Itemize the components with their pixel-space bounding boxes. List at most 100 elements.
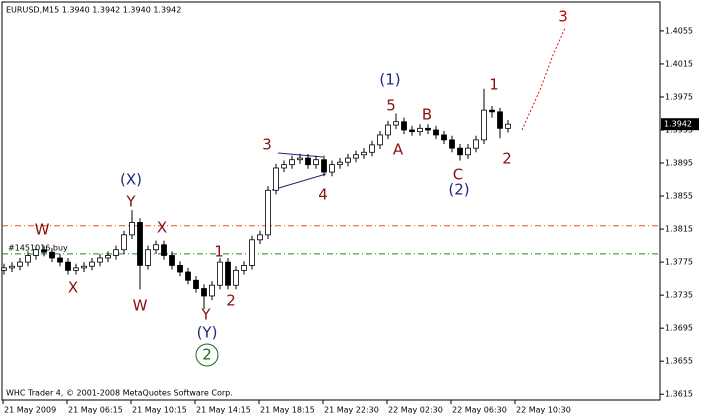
candle-body <box>1 267 7 271</box>
wave-label: C <box>453 166 463 184</box>
candle-body <box>377 134 383 146</box>
candle-body <box>337 161 343 166</box>
candle-body <box>457 147 463 156</box>
candle-body <box>273 167 279 191</box>
candle-body <box>153 244 159 251</box>
candle-body <box>185 271 191 281</box>
candle-body <box>249 239 255 266</box>
level-label: #1451016 buy <box>8 243 68 252</box>
candle-body <box>321 159 327 173</box>
candle-body <box>81 265 87 269</box>
y-tick-label: 1.3975 <box>665 92 693 101</box>
candle-body <box>449 139 455 149</box>
candle-body <box>417 127 423 133</box>
x-tick-label: 21 May 10:15 <box>132 406 187 415</box>
wave-label: A <box>393 141 404 159</box>
wave-label: 5 <box>386 97 396 115</box>
candle-body <box>265 189 271 236</box>
candle-body <box>33 249 39 256</box>
wave-label: 4 <box>318 186 328 204</box>
wave-label: 2 <box>202 346 212 364</box>
candle-body <box>9 265 15 269</box>
wave-label: (Y) <box>197 324 218 342</box>
wave-label: 3 <box>558 8 568 26</box>
candle-body <box>369 144 375 153</box>
candle-body <box>73 267 79 271</box>
candle-body <box>209 284 215 297</box>
wave-label: W <box>133 297 148 315</box>
projection <box>521 27 566 131</box>
candle-body <box>305 157 311 166</box>
candle-body <box>41 249 47 253</box>
candle-body <box>289 159 295 166</box>
candle-body <box>233 269 239 286</box>
price-tag-label: 1.3942 <box>664 120 692 129</box>
candle-body <box>193 279 199 289</box>
candle-body <box>177 265 183 273</box>
y-tick-label: 1.3855 <box>665 192 693 201</box>
candle-body <box>489 109 495 113</box>
candle-body <box>385 124 391 136</box>
candle-body <box>65 261 71 271</box>
wave-label: W <box>35 221 50 239</box>
candle-body <box>441 134 447 141</box>
candle-body <box>313 159 319 166</box>
wave-circle <box>195 343 219 367</box>
wave-label: 2 <box>502 150 512 168</box>
price-tag <box>661 118 699 131</box>
y-tick-label: 1.3695 <box>665 324 693 333</box>
x-tick-label: 22 May 10:30 <box>516 406 571 415</box>
candle-body <box>137 222 143 266</box>
wave-label: B <box>422 106 432 124</box>
candle-body <box>497 111 503 129</box>
candle-body <box>113 249 119 256</box>
candle-body <box>169 255 175 266</box>
candle-body <box>345 157 351 163</box>
y-tick-label: 1.3615 <box>665 390 693 399</box>
y-tick-label: 1.3895 <box>665 159 693 168</box>
candle-body <box>281 164 287 169</box>
candle-body <box>401 121 407 131</box>
candle-body <box>425 127 431 131</box>
candle-body <box>201 288 207 297</box>
candle-body <box>257 234 263 241</box>
y-tick-label: 1.3655 <box>665 357 693 366</box>
candle-body <box>49 251 55 259</box>
x-tick-label: 21 May 18:15 <box>260 406 315 415</box>
candle-body <box>473 139 479 149</box>
wave-label: X <box>68 279 78 297</box>
wave-label: (X) <box>120 171 142 189</box>
wave-label: Y <box>125 193 136 211</box>
candle-body <box>121 234 127 251</box>
wave-label: (2) <box>448 181 469 199</box>
x-tick-label: 22 May 02:30 <box>388 406 443 415</box>
candle-body <box>329 164 335 173</box>
candle-body <box>217 261 223 286</box>
candle-body <box>481 109 487 141</box>
candle-body <box>465 147 471 156</box>
wave-label: X <box>157 219 167 237</box>
footer: WHC Trader 4, © 2001-2008 MetaQuotes Sof… <box>6 389 233 398</box>
x-tick-label: 21 May 06:15 <box>68 406 123 415</box>
y-tick-label: 1.3815 <box>665 225 693 234</box>
wave-label: (1) <box>379 71 400 89</box>
candle-body <box>393 121 399 126</box>
x-tick-label: 21 May 2009 <box>4 406 56 415</box>
candle-body <box>353 154 359 159</box>
candle-body <box>161 244 167 256</box>
candle-body <box>505 123 511 129</box>
x-tick-label: 21 May 14:15 <box>196 406 251 415</box>
y-tick-label: 1.3775 <box>665 258 693 267</box>
candle-body <box>361 151 367 156</box>
x-tick-label: 22 May 06:30 <box>452 406 507 415</box>
candle-body <box>433 129 439 136</box>
wave-label: 3 <box>262 136 272 154</box>
chart-title: EURUSD,M15 1.3940 1.3942 1.3940 1.3942 <box>6 6 181 15</box>
x-tick-label: 21 May 22:30 <box>324 406 379 415</box>
candle-body <box>97 257 103 263</box>
candle-body <box>225 261 231 286</box>
plot-frame <box>1 1 661 401</box>
candle-body <box>145 249 151 266</box>
